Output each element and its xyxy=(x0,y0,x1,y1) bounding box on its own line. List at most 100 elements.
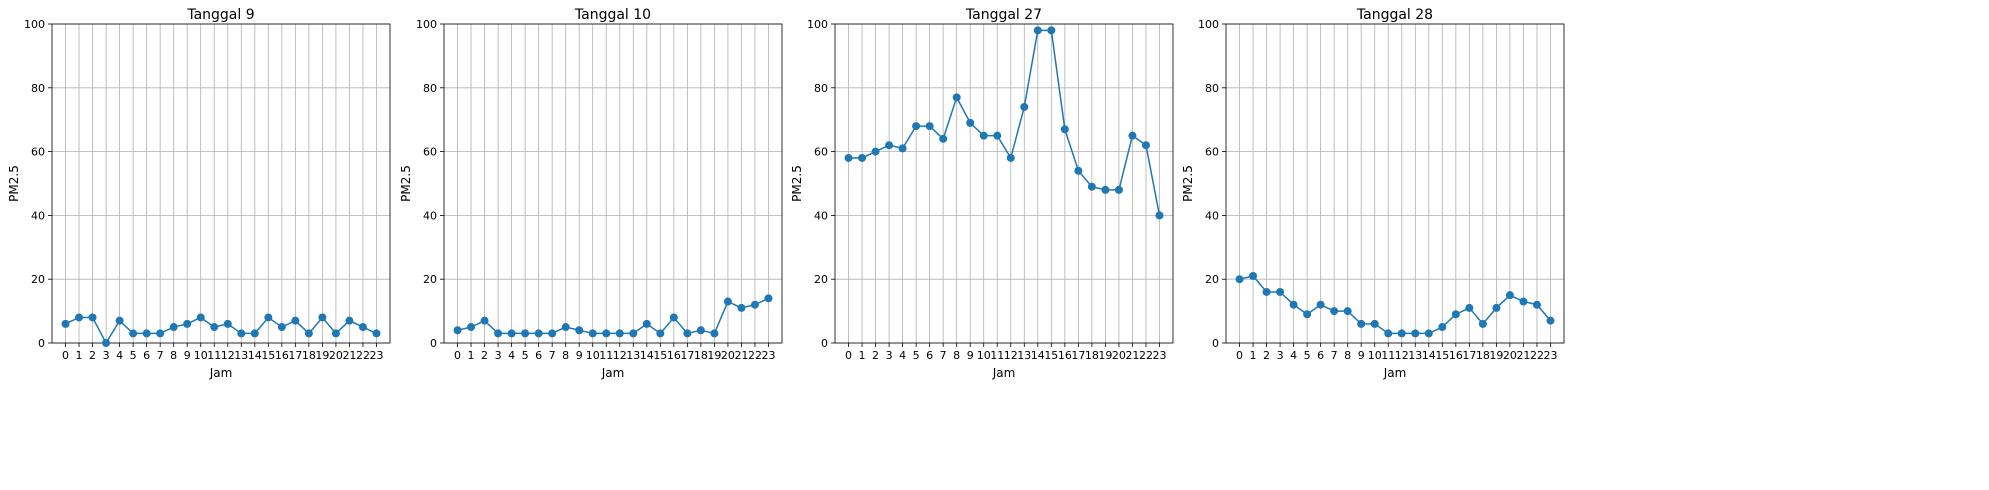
x-tick-label: 19 xyxy=(707,349,721,362)
data-point xyxy=(507,329,516,338)
y-tick-label: 60 xyxy=(1205,146,1219,159)
x-tick-label: 17 xyxy=(1462,349,1476,362)
y-axis-label: PM2.5 xyxy=(399,165,413,202)
x-axis-label: Jam xyxy=(1383,366,1407,380)
x-tick-label: 15 xyxy=(1435,349,1449,362)
data-point xyxy=(142,329,151,338)
y-tick-label: 40 xyxy=(814,209,828,222)
data-point xyxy=(1357,319,1366,328)
x-tick-label: 23 xyxy=(761,349,775,362)
data-point xyxy=(169,323,178,332)
x-tick-label: 9 xyxy=(967,349,974,362)
x-tick-label: 9 xyxy=(184,349,191,362)
axes-frame xyxy=(51,23,391,344)
x-tick-label: 9 xyxy=(576,349,583,362)
data-point xyxy=(1316,300,1325,309)
x-tick-label: 19 xyxy=(315,349,329,362)
x-tick-label: 19 xyxy=(1489,349,1503,362)
x-tick-label: 3 xyxy=(886,349,893,362)
y-tick-label: 80 xyxy=(1205,82,1219,95)
x-tick-label: 16 xyxy=(275,349,289,362)
data-point xyxy=(1519,297,1528,306)
x-tick-label: 2 xyxy=(89,349,96,362)
data-point xyxy=(115,316,124,325)
data-point xyxy=(1289,300,1298,309)
x-tick-label: 14 xyxy=(1422,349,1436,362)
y-tick-label: 40 xyxy=(423,209,437,222)
x-tick-label: 21 xyxy=(734,349,748,362)
x-tick-label: 5 xyxy=(1304,349,1311,362)
x-tick-label: 10 xyxy=(977,349,991,362)
y-tick-label: 80 xyxy=(814,82,828,95)
x-tick-label: 5 xyxy=(913,349,920,362)
x-tick-label: 20 xyxy=(1503,349,1517,362)
x-tick-label: 4 xyxy=(899,349,906,362)
data-point xyxy=(1128,131,1137,140)
x-tick-label: 11 xyxy=(599,349,613,362)
data-point xyxy=(210,323,219,332)
x-axis-label: Jam xyxy=(601,366,625,380)
x-tick-label: 21 xyxy=(1516,349,1530,362)
y-tick-label: 60 xyxy=(423,146,437,159)
series-line xyxy=(1239,275,1552,335)
data-point xyxy=(250,329,259,338)
data-point xyxy=(1492,303,1501,312)
data-point xyxy=(561,323,570,332)
data-point xyxy=(844,153,853,162)
x-axis-label: Jam xyxy=(992,366,1016,380)
axes-frame xyxy=(443,23,783,344)
data-point xyxy=(629,329,638,338)
data-point xyxy=(1478,319,1487,328)
x-tick-label: 2 xyxy=(872,349,879,362)
x-tick-label: 8 xyxy=(562,349,569,362)
data-point xyxy=(979,131,988,140)
data-point xyxy=(61,319,70,328)
chart-title: Tanggal 28 xyxy=(1356,7,1433,23)
x-tick-label: 3 xyxy=(495,349,502,362)
data-point xyxy=(1047,26,1056,35)
data-point xyxy=(871,147,880,156)
data-point xyxy=(1465,303,1474,312)
x-tick-label: 16 xyxy=(1058,349,1072,362)
x-tick-label: 18 xyxy=(302,349,316,362)
x-tick-label: 14 xyxy=(1031,349,1045,362)
y-tick-label: 0 xyxy=(1212,337,1219,350)
data-point xyxy=(331,329,340,338)
data-point xyxy=(318,313,327,322)
data-point xyxy=(966,118,975,127)
data-point xyxy=(925,122,934,131)
y-tick-label: 40 xyxy=(31,209,45,222)
x-tick-label: 1 xyxy=(468,349,475,362)
x-tick-label: 11 xyxy=(1381,349,1395,362)
x-tick-label: 22 xyxy=(1530,349,1544,362)
data-point xyxy=(615,329,624,338)
data-point xyxy=(1546,316,1555,325)
data-point xyxy=(1411,329,1420,338)
x-tick-label: 17 xyxy=(680,349,694,362)
x-tick-label: 14 xyxy=(248,349,262,362)
x-tick-label: 13 xyxy=(1017,349,1031,362)
data-point xyxy=(129,329,138,338)
x-tick-label: 20 xyxy=(1112,349,1126,362)
data-point xyxy=(1451,310,1460,319)
data-point xyxy=(1033,26,1042,35)
x-tick-label: 8 xyxy=(953,349,960,362)
y-tick-label: 20 xyxy=(423,273,437,286)
grid xyxy=(52,23,390,344)
data-point xyxy=(1343,307,1352,316)
y-tick-label: 20 xyxy=(814,273,828,286)
x-tick-label: 4 xyxy=(508,349,515,362)
x-tick-label: 1 xyxy=(76,349,83,362)
x-tick-label: 10 xyxy=(1368,349,1382,362)
data-point xyxy=(1303,310,1312,319)
data-point xyxy=(1330,307,1339,316)
data-point xyxy=(1101,185,1110,194)
x-tick-label: 12 xyxy=(1004,349,1018,362)
x-tick-label: 21 xyxy=(342,349,356,362)
data-point xyxy=(602,329,611,338)
x-tick-label: 3 xyxy=(1277,349,1284,362)
x-tick-label: 8 xyxy=(170,349,177,362)
x-tick-label: 5 xyxy=(522,349,529,362)
